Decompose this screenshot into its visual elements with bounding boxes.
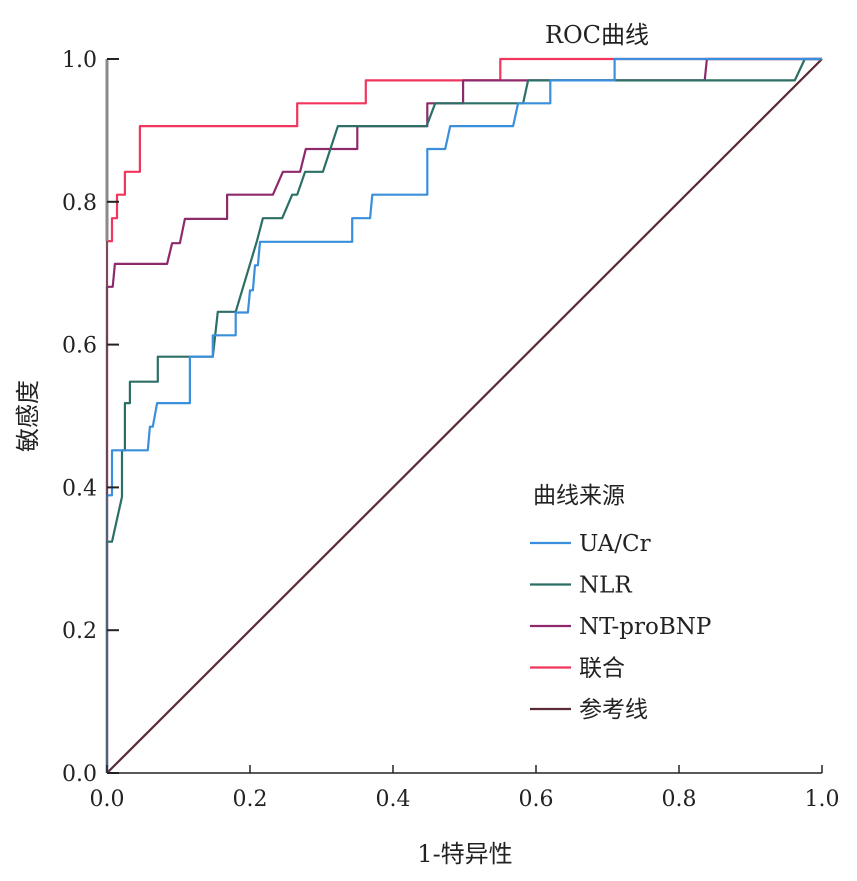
y-axis-title: 敏感度 (14, 380, 42, 452)
legend-item: 参考线 (530, 697, 648, 723)
x-tick-label: 0.6 (519, 787, 554, 812)
legend-label: NT-proBNP (579, 614, 711, 640)
series-line- (105, 57, 822, 773)
x-tick-label: 0.2 (233, 787, 268, 812)
legend-label: NLR (579, 573, 632, 599)
y-tick-label: 0.8 (62, 191, 97, 216)
x-tick-label: 0.0 (90, 787, 125, 812)
y-tick-label: 0.2 (62, 619, 97, 644)
legend-label: 联合 (579, 656, 625, 682)
y-tick-label: 0.6 (62, 334, 97, 359)
legend-item: NT-proBNP (530, 614, 711, 640)
legend-label: 参考线 (579, 697, 648, 723)
series-line- (106, 58, 823, 774)
x-tick-label: 0.4 (376, 787, 411, 812)
legend-item: NLR (530, 573, 632, 599)
legend-title: 曲线来源 (533, 483, 625, 509)
legend-item: 联合 (530, 656, 625, 682)
y-tick-label: 0.4 (62, 476, 97, 501)
x-tick-label: 1.0 (805, 787, 840, 812)
series-layer (105, 57, 823, 774)
ticks-layer: 0.0 0.2 0.4 0.6 0.8 1.0 0.0 0.2 0.4 0.6 0.8 1.0 (62, 48, 840, 812)
series-line-nt-probnp (105, 57, 822, 773)
legend-label: UA/Cr (579, 531, 651, 557)
series-line-ua-cr (105, 57, 822, 773)
y-tick-label: 0.0 (62, 762, 97, 787)
x-axis-title: 1-特异性 (417, 840, 512, 868)
y-tick-label: 1.0 (62, 48, 97, 73)
x-tick-label: 0.8 (662, 787, 697, 812)
legend-item: UA/Cr (530, 531, 651, 557)
chart-title: ROC曲线 (545, 21, 649, 49)
